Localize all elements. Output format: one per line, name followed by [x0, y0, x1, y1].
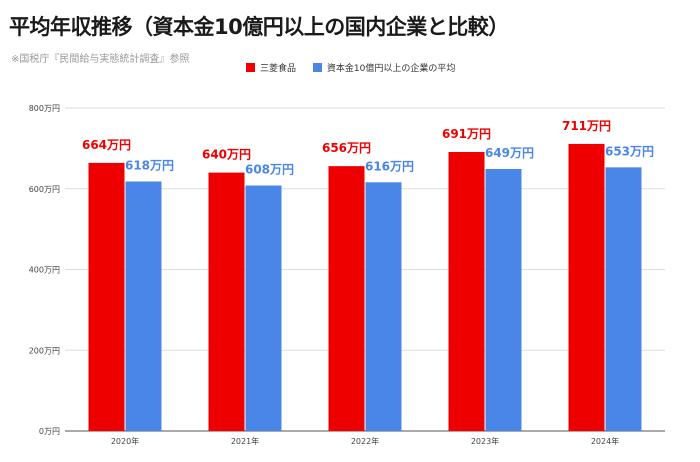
legend-item-company: 三菱食品: [246, 61, 296, 74]
chart-legend: 三菱食品 資本金10億円以上の企業の平均: [246, 61, 469, 75]
legend-swatch-average: [312, 63, 322, 72]
x-tick-label: 2020年: [111, 436, 139, 446]
x-tick-label: 2024年: [591, 436, 619, 446]
legend-label-company: 三菱食品: [260, 64, 297, 74]
data-label-company: 640万円: [202, 148, 251, 162]
data-label-company: 711万円: [562, 119, 611, 133]
data-label-average: 653万円: [605, 144, 654, 158]
data-label-average: 649万円: [485, 146, 534, 160]
data-label-company: 691万円: [442, 127, 491, 141]
chart-source-note: ※国税庁『民間給与実態統計調査』参照: [11, 54, 190, 65]
bar-average: [365, 182, 402, 431]
y-tick-label: 0万円: [39, 427, 60, 436]
bar-company: [448, 152, 485, 432]
legend-swatch-company: [246, 63, 255, 72]
x-tick-label: 2023年: [471, 436, 499, 446]
x-tick-label: 2021年: [231, 436, 259, 446]
y-tick-label: 400万円: [29, 266, 60, 275]
y-tick-label: 600万円: [29, 185, 60, 194]
bar-company: [568, 143, 605, 431]
legend-item-average: 資本金10億円以上の企業の平均: [312, 61, 456, 74]
data-label-average: 616万円: [365, 159, 414, 173]
bar-average: [485, 168, 522, 431]
legend-label-average: 資本金10億円以上の企業の平均: [326, 64, 456, 74]
data-label-average: 618万円: [125, 158, 174, 172]
y-tick-label: 200万円: [29, 346, 60, 355]
x-tick-label: 2022年: [351, 436, 379, 446]
bar-company: [328, 166, 365, 431]
y-tick-label: 800万円: [29, 104, 60, 113]
data-label-company: 664万円: [82, 138, 131, 152]
bar-average: [125, 181, 162, 431]
bar-company: [208, 172, 245, 431]
chart-title: 平均年収推移（資本金10億円以上の国内企業と比較）: [9, 15, 509, 39]
bar-average: [605, 167, 642, 431]
data-label-company: 656万円: [322, 141, 371, 155]
bar-average: [245, 185, 282, 431]
bar-company: [88, 162, 125, 431]
data-label-average: 608万円: [245, 163, 294, 177]
